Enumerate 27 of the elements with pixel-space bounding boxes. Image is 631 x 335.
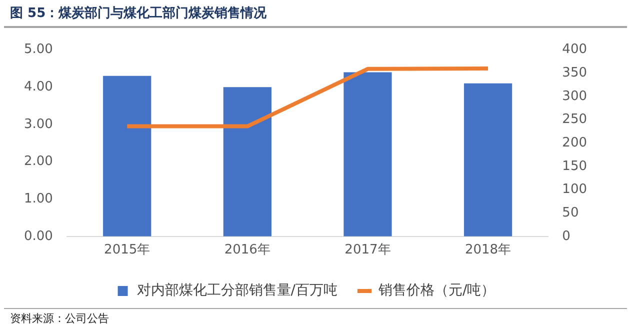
x-tick-label: 2016年 bbox=[224, 242, 270, 258]
y-tick-label: 2.00 bbox=[24, 154, 53, 170]
y-tick-label: 3.00 bbox=[24, 116, 53, 132]
y2-tick-label: 100 bbox=[562, 182, 588, 198]
y2-tick-label: 150 bbox=[562, 158, 588, 174]
y2-tick-label: 0 bbox=[562, 228, 570, 244]
chart-title: 图 55：煤炭部门与煤化工部门煤炭销售情况 bbox=[4, 0, 627, 28]
y-tick-label: 0.00 bbox=[24, 228, 53, 244]
y-tick-label: 1.00 bbox=[24, 191, 53, 206]
bar bbox=[464, 83, 512, 236]
text: 资料来源：公司公告 bbox=[4, 308, 627, 326]
bar bbox=[223, 87, 272, 236]
x-tick-label: 2015年 bbox=[104, 242, 150, 258]
y2-tick-label: 400 bbox=[562, 42, 588, 58]
x-tick-label: 2018年 bbox=[464, 242, 512, 258]
y2-tick-label: 350 bbox=[562, 66, 588, 80]
bar bbox=[103, 76, 152, 236]
legend-label: 对内部煤化工分部销售量/百万吨 bbox=[136, 282, 338, 299]
y2-tick-label: 50 bbox=[562, 205, 579, 220]
y2-tick-label: 200 bbox=[562, 135, 588, 150]
x-tick-label: 2017年 bbox=[344, 242, 391, 258]
bar bbox=[344, 72, 392, 236]
y2-tick-label: 250 bbox=[562, 112, 588, 128]
y2-tick-label: 300 bbox=[562, 88, 588, 104]
y-tick-label: 5.00 bbox=[24, 42, 53, 58]
y-tick-label: 4.00 bbox=[24, 79, 53, 94]
legend-label: 销售价格（元/吨） bbox=[378, 282, 496, 299]
